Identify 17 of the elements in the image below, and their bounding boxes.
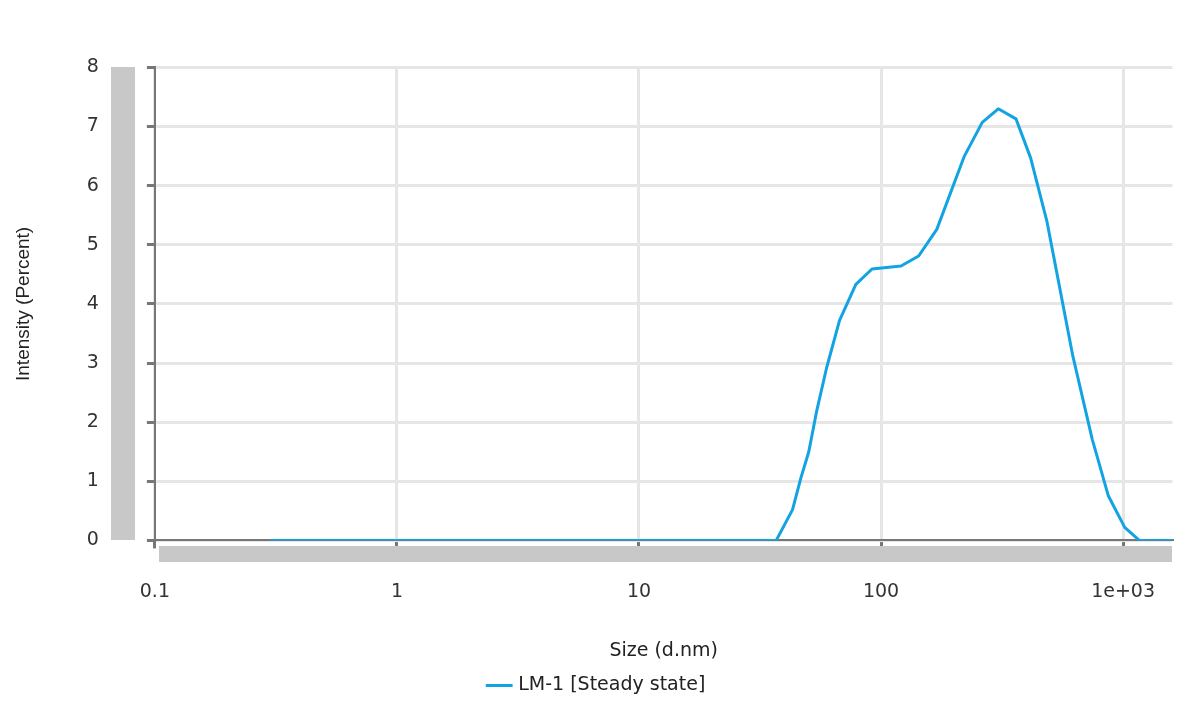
y-tick-label: 4: [86, 290, 99, 313]
y-tick-label: 8: [86, 54, 99, 77]
y-tick-label: 0: [86, 527, 99, 550]
legend-label: LM-1 [Steady state]: [518, 672, 706, 695]
x-tick-label: 10: [626, 578, 652, 601]
y-tick-label: 6: [86, 172, 99, 195]
y-tick-label: 7: [86, 113, 99, 136]
x-tick-label: 1e+03: [1091, 578, 1155, 601]
y-tick-label: 1: [86, 468, 99, 491]
y-tick-label: 3: [86, 349, 99, 372]
x-axis-title: Size (d.nm): [609, 637, 718, 660]
x-tick-label: 0.1: [139, 578, 170, 601]
y-tick-label: 2: [86, 409, 99, 432]
x-tick-label: 1: [390, 578, 403, 601]
x-tick-label: 100: [862, 578, 900, 601]
y-axis-title: Intensity (Percent): [11, 226, 33, 381]
y-tick-label: 5: [86, 231, 99, 254]
